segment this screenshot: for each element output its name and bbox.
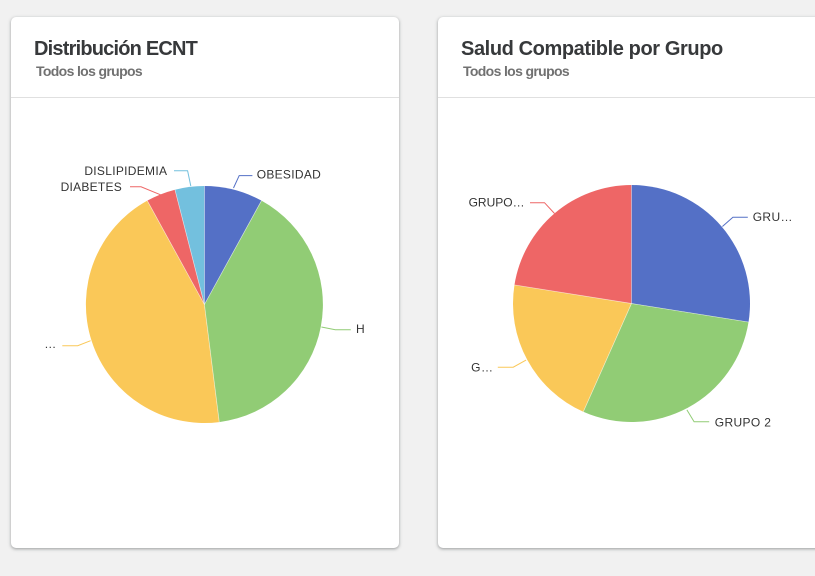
svg-text:DISLIPIDEMIA: DISLIPIDEMIA (84, 163, 167, 177)
svg-text:GRUPO 2: GRUPO 2 (715, 415, 771, 429)
svg-text:GRU…: GRU… (753, 210, 793, 224)
svg-text:H: H (356, 322, 365, 336)
svg-text:…: … (44, 337, 56, 351)
svg-text:OBESIDAD: OBESIDAD (257, 167, 321, 181)
svg-text:G…: G… (471, 360, 493, 374)
svg-text:DIABETES: DIABETES (61, 180, 122, 194)
svg-text:GRUPO…: GRUPO… (469, 195, 525, 209)
